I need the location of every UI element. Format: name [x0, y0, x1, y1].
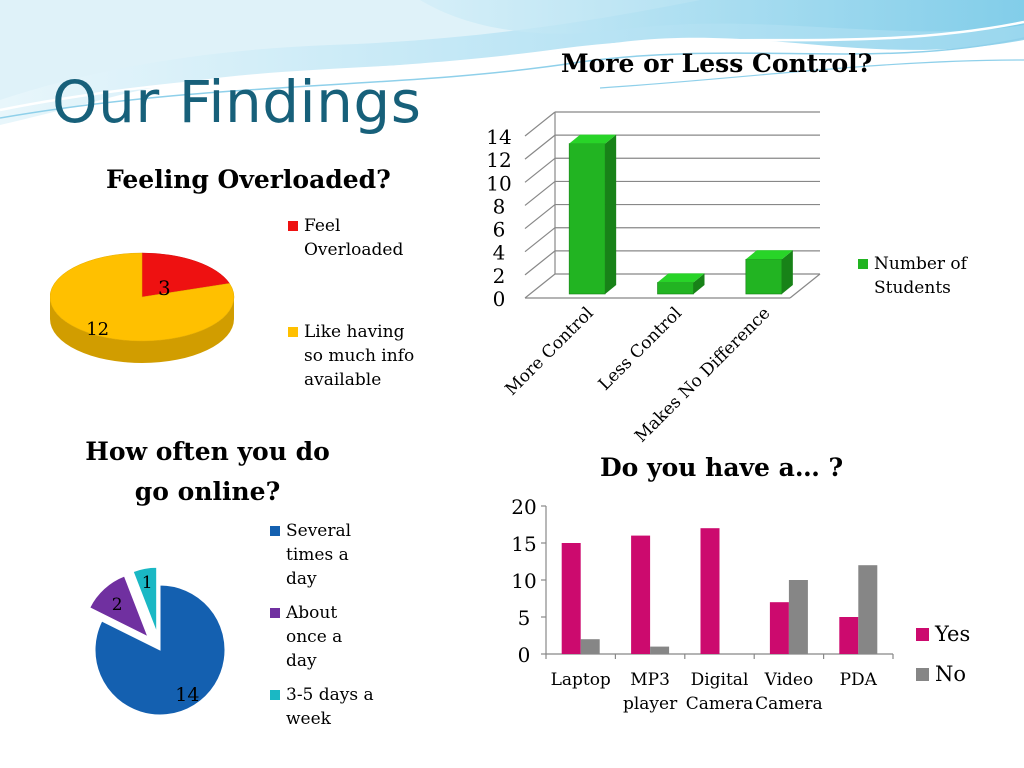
- bar-side-2: [781, 250, 793, 294]
- y-tick-label: 15: [511, 532, 536, 556]
- legend-item-devices-1: No: [916, 660, 1006, 688]
- legend-swatch: [916, 628, 929, 641]
- bar-no-0: [580, 639, 600, 654]
- grid-diag: [524, 157, 556, 183]
- y-tick-label: 10: [486, 171, 511, 195]
- bar-yes-0: [561, 543, 581, 654]
- pie-slice-1: [50, 252, 235, 342]
- legend-item-devices-0: Yes: [916, 620, 1006, 648]
- legend-label: Several times a day: [286, 521, 352, 589]
- legend-overloaded: Feel Overloaded Like having so much info…: [288, 214, 418, 392]
- x-tick-label: Video Camera: [755, 670, 823, 714]
- legend-control: Number of Students: [858, 252, 978, 300]
- chart-title-overloaded: Feeling Overloaded?: [106, 165, 391, 194]
- y-tick-label: 5: [518, 606, 531, 630]
- grid-diag: [524, 111, 556, 137]
- legend-devices: Yes No: [916, 620, 1006, 688]
- legend-swatch: [288, 221, 298, 231]
- x-tick-label: Less Control: [595, 303, 686, 394]
- y-tick-label: 6: [493, 218, 506, 242]
- slide-title: Our Findings: [52, 68, 422, 136]
- pie-data-label: 2: [112, 595, 123, 615]
- grid-diag: [524, 134, 556, 160]
- legend-online: Several times a day About once a day 3-5…: [270, 519, 375, 731]
- grid-diag: [524, 227, 556, 253]
- bar-front-1: [657, 282, 694, 295]
- legend-item-control-0: Number of Students: [858, 252, 978, 300]
- y-tick-label: 12: [486, 148, 511, 172]
- pie-slice-2: [132, 566, 158, 633]
- x-tick-label: PDA: [840, 670, 878, 690]
- bar-top-2: [745, 250, 793, 260]
- legend-item-overloaded-1: Like having so much info available: [288, 320, 418, 392]
- legend-swatch: [858, 259, 868, 269]
- bar-front-2: [745, 258, 783, 295]
- y-tick-label: 2: [493, 264, 506, 288]
- grid-diag: [524, 273, 556, 299]
- legend-swatch: [916, 668, 929, 681]
- y-tick-label: 4: [493, 241, 506, 265]
- pie-data-label: 3: [158, 276, 171, 300]
- pie-data-label: 12: [86, 319, 109, 340]
- pie-slice-0: [94, 584, 226, 716]
- grid-diag: [524, 250, 556, 276]
- bar-front-0: [568, 143, 606, 295]
- bar-no-1: [650, 646, 670, 654]
- legend-label: 3-5 days a week: [286, 685, 374, 729]
- legend-label: Feel Overloaded: [304, 216, 404, 260]
- y-tick-label: 10: [511, 569, 536, 593]
- bar-side-0: [605, 134, 617, 294]
- y-tick-label: 14: [486, 125, 511, 149]
- bar-yes-4: [839, 617, 859, 654]
- bar-no-4: [858, 565, 878, 654]
- legend-item-online-0: Several times a day: [270, 519, 375, 591]
- legend-item-online-2: 3-5 days a week: [270, 683, 375, 731]
- legend-label: No: [935, 662, 967, 686]
- x-tick-label: MP3 player: [623, 670, 678, 714]
- bar-no-3: [788, 580, 808, 654]
- legend-swatch: [270, 690, 280, 700]
- legend-label: Like having so much info available: [304, 322, 415, 390]
- y-tick-label: 0: [493, 287, 506, 311]
- pie-data-label: 14: [175, 684, 199, 706]
- grid-diag: [524, 180, 556, 206]
- legend-label: About once a day: [286, 603, 343, 671]
- overloaded-pie-chart: 3 12: [50, 252, 235, 363]
- x-tick-label: Laptop: [551, 670, 611, 690]
- bar-top-0: [569, 134, 617, 144]
- legend-swatch: [288, 327, 298, 337]
- chart-title-devices: Do you have a… ?: [600, 453, 844, 482]
- y-tick-label: 8: [493, 194, 506, 218]
- bar-yes-1: [631, 535, 651, 654]
- grid-diag: [524, 204, 556, 230]
- chart-title-control: More or Less Control?: [561, 49, 873, 78]
- x-tick-label: More Control: [501, 303, 597, 399]
- legend-swatch: [270, 608, 280, 618]
- chart-title-online: How often you do go online?: [85, 437, 330, 506]
- bar-top-1: [657, 273, 705, 283]
- bar-yes-3: [769, 602, 789, 654]
- legend-item-overloaded-0: Feel Overloaded: [288, 214, 418, 262]
- pie-slice-1: [89, 575, 149, 638]
- bar-yes-2: [700, 528, 720, 654]
- x-tick-label: Digital Camera: [686, 670, 754, 714]
- y-tick-label: 0: [518, 643, 531, 667]
- legend-label: Number of Students: [874, 254, 967, 298]
- legend-item-online-1: About once a day: [270, 601, 375, 673]
- pie-slice-0: [141, 252, 230, 298]
- pie-side-wall: [50, 297, 234, 363]
- pie-data-label: 1: [142, 573, 153, 593]
- y-tick-label: 20: [511, 495, 536, 519]
- legend-swatch: [270, 526, 280, 536]
- online-pie-chart: 14 21: [89, 566, 226, 716]
- legend-label: Yes: [935, 622, 971, 646]
- bar-side-1: [693, 273, 705, 294]
